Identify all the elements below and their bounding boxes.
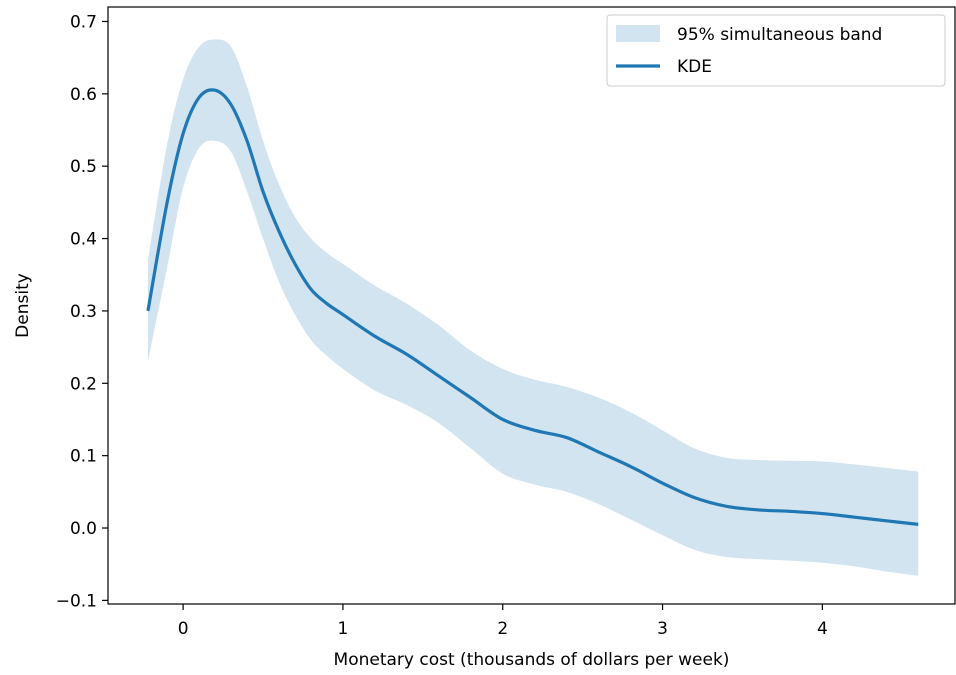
x-tick-label: 2: [497, 619, 508, 639]
axes-frame: [107, 6, 956, 605]
y-tick-label: 0.5: [70, 157, 97, 177]
x-axis: 0 1 2 3 4: [178, 604, 828, 639]
legend-box: [606, 14, 946, 87]
y-tick-label: 0.4: [70, 230, 97, 250]
band-layer: [147, 39, 919, 576]
y-axis: −0.1 0.0 0.1 0.2 0.3 0.4 0.5 0.6 0.7: [56, 12, 108, 611]
y-tick-label: 0.3: [70, 302, 97, 322]
y-tick-label: 0.7: [70, 12, 97, 32]
legend-band-label: 95% simultaneous band: [677, 25, 882, 45]
x-tick-label: 0: [178, 619, 189, 639]
y-tick-label: −0.1: [56, 591, 97, 611]
line-layer: [146, 88, 919, 526]
y-axis-label: Density: [13, 273, 33, 338]
x-tick-label: 1: [338, 619, 349, 639]
legend-line-label: KDE: [677, 57, 712, 77]
kde-line: [146, 88, 919, 526]
y-tick-label: 0.6: [70, 85, 97, 105]
legend-band-swatch: [616, 25, 660, 42]
y-tick-label: 0.0: [70, 519, 97, 539]
y-tick-label: 0.1: [70, 447, 97, 467]
confidence-band: [147, 39, 919, 576]
x-axis-label: Monetary cost (thousands of dollars per …: [334, 650, 730, 670]
legend: 95% simultaneous band KDE: [606, 14, 946, 87]
y-tick-label: 0.2: [70, 374, 97, 394]
x-tick-label: 4: [817, 619, 828, 639]
x-tick-label: 3: [657, 619, 668, 639]
